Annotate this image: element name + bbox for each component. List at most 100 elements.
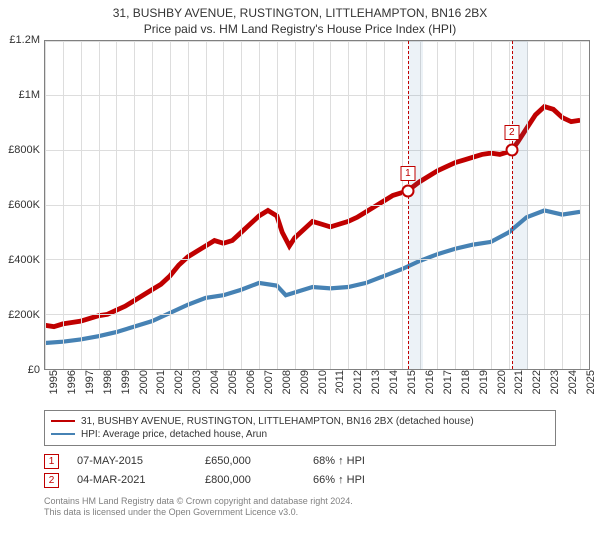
x-tick-label: 1999 <box>116 370 132 394</box>
footer-line1: Contains HM Land Registry data © Crown c… <box>44 496 556 508</box>
legend-box: 31, BUSHBY AVENUE, RUSTINGTON, LITTLEHAM… <box>44 410 556 446</box>
gridline-vertical <box>277 41 278 369</box>
gridline-vertical <box>402 41 403 369</box>
highlight-band <box>512 41 529 369</box>
x-tick-label: 2013 <box>366 370 382 394</box>
x-tick-label: 2007 <box>259 370 275 394</box>
x-tick-label: 2015 <box>402 370 418 394</box>
legend-item: HPI: Average price, detached house, Arun <box>51 428 549 441</box>
gridline-vertical <box>259 41 260 369</box>
x-tick-label: 2023 <box>545 370 561 394</box>
sale-hpi: 66% ↑ HPI <box>313 474 403 486</box>
x-tick-label: 1995 <box>44 370 60 394</box>
gridline-horizontal <box>45 95 589 96</box>
x-tick-label: 2003 <box>187 370 203 394</box>
x-tick-label: 2020 <box>492 370 508 394</box>
gridline-vertical <box>63 41 64 369</box>
x-tick-label: 2000 <box>134 370 150 394</box>
sale-badge: 1 <box>44 454 59 469</box>
x-tick-label: 2006 <box>241 370 257 394</box>
y-tick-label: £400K <box>8 254 44 266</box>
gridline-vertical <box>544 41 545 369</box>
gridline-horizontal <box>45 314 589 315</box>
chart-title-line1: 31, BUSHBY AVENUE, RUSTINGTON, LITTLEHAM… <box>0 0 600 22</box>
gridline-vertical <box>384 41 385 369</box>
x-tick-label: 2009 <box>295 370 311 394</box>
x-tick-label: 2002 <box>169 370 185 394</box>
x-tick-label: 2008 <box>277 370 293 394</box>
gridline-vertical <box>188 41 189 369</box>
x-tick-label: 2011 <box>330 370 346 394</box>
footer-attribution: Contains HM Land Registry data © Crown c… <box>44 496 556 519</box>
gridline-vertical <box>81 41 82 369</box>
sale-marker-dot <box>505 143 518 156</box>
sale-reference-line <box>408 41 409 369</box>
x-tick-label: 2016 <box>420 370 436 394</box>
gridline-horizontal <box>45 205 589 206</box>
gridline-vertical <box>562 41 563 369</box>
gridline-vertical <box>473 41 474 369</box>
gridline-vertical <box>223 41 224 369</box>
sale-badge: 2 <box>44 473 59 488</box>
sale-reference-line <box>512 41 513 369</box>
gridline-vertical <box>295 41 296 369</box>
gridline-vertical <box>455 41 456 369</box>
y-tick-label: £1.2M <box>9 34 44 46</box>
legend-swatch <box>51 420 75 422</box>
x-tick-label: 2018 <box>456 370 472 394</box>
sale-marker-dot <box>401 184 414 197</box>
x-tick-label: 2001 <box>151 370 167 394</box>
x-tick-label: 1996 <box>62 370 78 394</box>
gridline-vertical <box>206 41 207 369</box>
gridline-vertical <box>348 41 349 369</box>
gridline-horizontal <box>45 259 589 260</box>
gridline-vertical <box>491 41 492 369</box>
plot-area: 12 <box>44 40 590 370</box>
gridline-vertical <box>330 41 331 369</box>
sale-date: 04-MAR-2021 <box>77 474 187 486</box>
y-tick-label: £0 <box>28 364 44 376</box>
x-tick-label: 2021 <box>509 370 525 394</box>
gridline-vertical <box>170 41 171 369</box>
gridline-vertical <box>313 41 314 369</box>
gridline-vertical <box>45 41 46 369</box>
sale-hpi: 68% ↑ HPI <box>313 455 403 467</box>
legend-label: 31, BUSHBY AVENUE, RUSTINGTON, LITTLEHAM… <box>81 416 474 427</box>
gridline-horizontal <box>45 41 589 42</box>
plot-area-wrap: 12 £0£200K£400K£600K£800K£1M£1.2M1995199… <box>44 40 590 370</box>
gridline-vertical <box>366 41 367 369</box>
sale-marker-label: 2 <box>504 125 519 140</box>
gridline-vertical <box>152 41 153 369</box>
x-tick-label: 2025 <box>581 370 597 394</box>
gridline-vertical <box>134 41 135 369</box>
gridline-vertical <box>580 41 581 369</box>
sales-table: 1 07-MAY-2015 £650,000 68% ↑ HPI 2 04-MAR-202… <box>44 452 556 490</box>
legend-label: HPI: Average price, detached house, Arun <box>81 429 267 440</box>
gridline-vertical <box>437 41 438 369</box>
gridline-vertical <box>241 41 242 369</box>
x-tick-label: 2022 <box>527 370 543 394</box>
gridline-vertical <box>99 41 100 369</box>
highlight-band <box>408 41 423 369</box>
gridline-vertical <box>509 41 510 369</box>
y-tick-label: £600K <box>8 199 44 211</box>
x-tick-label: 2024 <box>563 370 579 394</box>
chart-title-line2: Price paid vs. HM Land Registry's House … <box>0 22 600 40</box>
gridline-vertical <box>116 41 117 369</box>
x-tick-label: 1997 <box>80 370 96 394</box>
x-tick-label: 2005 <box>223 370 239 394</box>
legend-item: 31, BUSHBY AVENUE, RUSTINGTON, LITTLEHAM… <box>51 415 549 428</box>
x-tick-label: 2012 <box>348 370 364 394</box>
x-tick-label: 1998 <box>98 370 114 394</box>
sale-price: £800,000 <box>205 474 295 486</box>
sale-date: 07-MAY-2015 <box>77 455 187 467</box>
legend-swatch <box>51 433 75 435</box>
sale-row: 2 04-MAR-2021 £800,000 66% ↑ HPI <box>44 471 556 490</box>
x-tick-label: 2017 <box>438 370 454 394</box>
y-tick-label: £1M <box>19 89 44 101</box>
x-tick-label: 2004 <box>205 370 221 394</box>
sale-row: 1 07-MAY-2015 £650,000 68% ↑ HPI <box>44 452 556 471</box>
y-tick-label: £800K <box>8 144 44 156</box>
footer-line2: This data is licensed under the Open Gov… <box>44 507 556 519</box>
sale-price: £650,000 <box>205 455 295 467</box>
